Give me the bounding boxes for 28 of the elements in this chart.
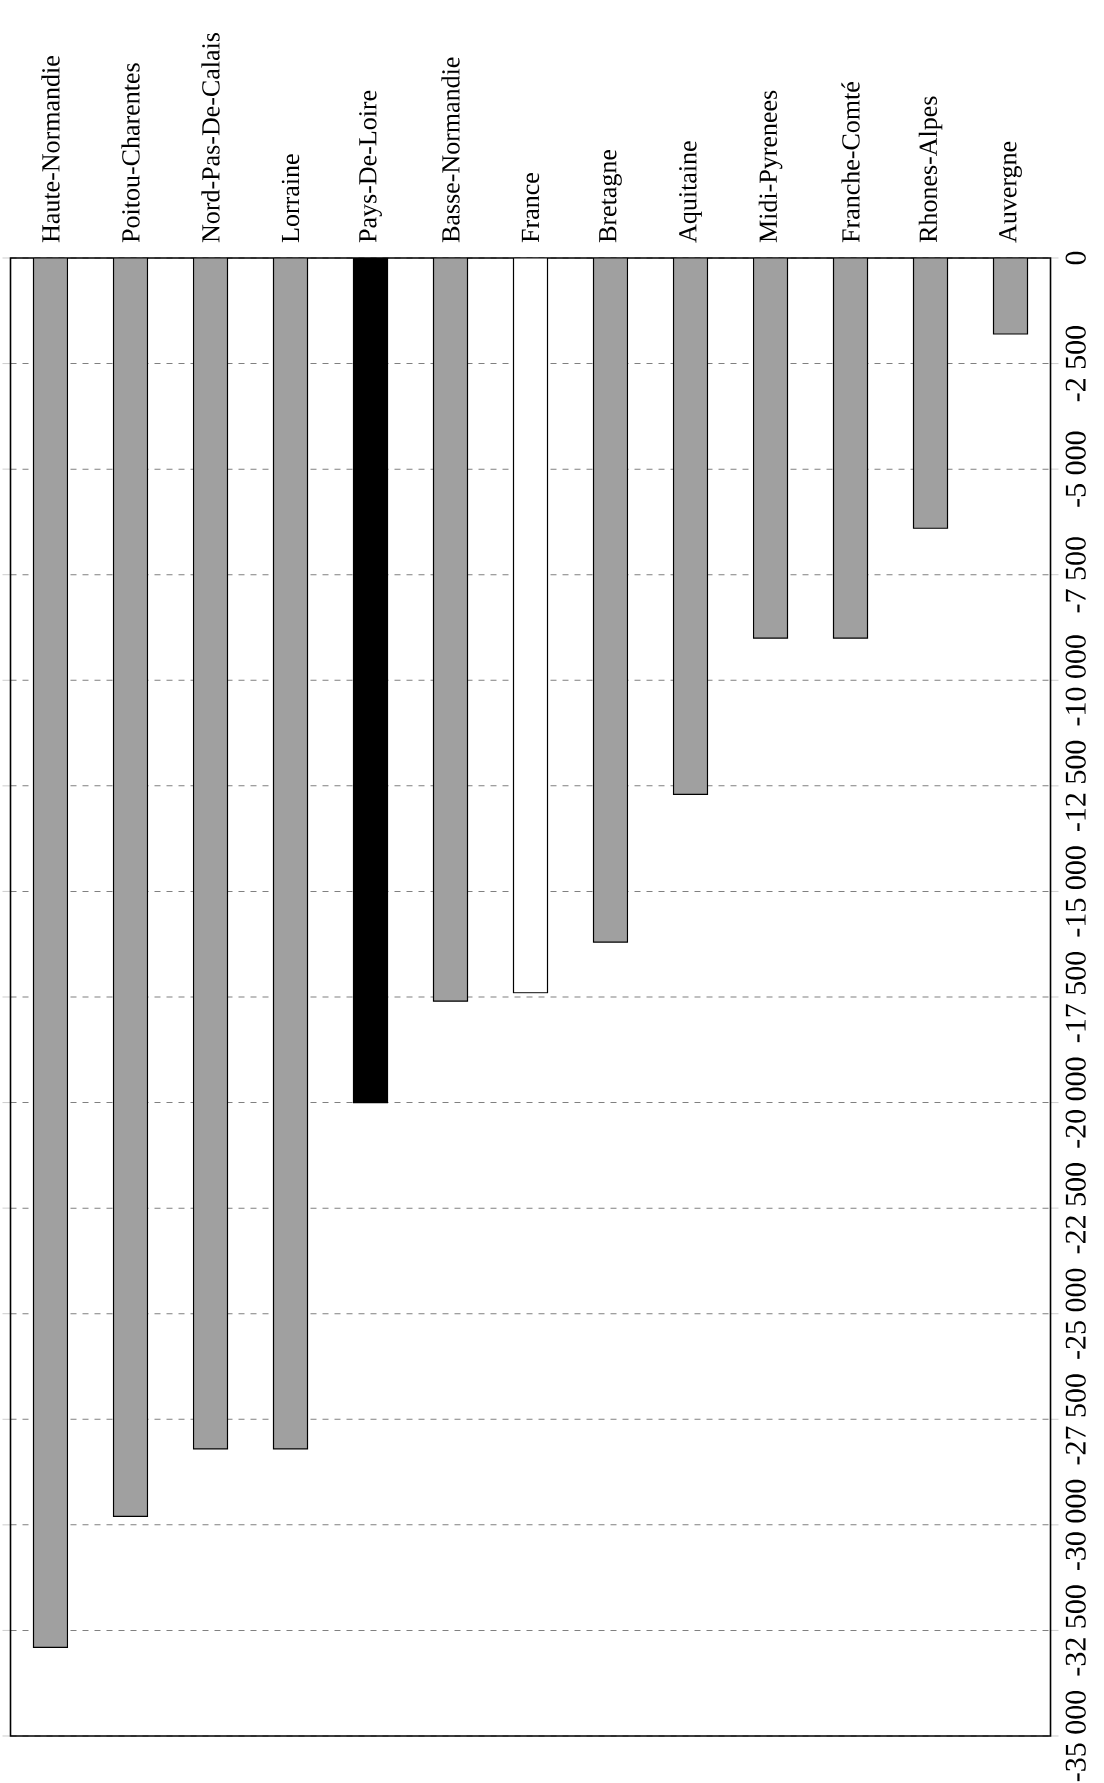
- y-tick-label: -27 500: [1065, 1374, 1086, 1465]
- x-tick-label: Pays-De-Loire: [359, 90, 382, 243]
- x-tick-label: Haute-Normandie: [41, 56, 60, 243]
- y-tick-label: -25 000: [1065, 1268, 1086, 1359]
- x-tick-label: France: [521, 173, 540, 243]
- x-tick-label: Midi-Pyrenees: [758, 90, 783, 243]
- x-tick-label: Poitou-Charentes: [121, 63, 140, 243]
- y-tick-label: -32 500: [1065, 1585, 1086, 1676]
- y-tick-label: -15 000: [1065, 846, 1086, 937]
- x-tick-label: Aquitaine: [679, 141, 702, 243]
- x-tick-label: Lorraine: [281, 154, 300, 243]
- y-tick-label: 0: [1065, 251, 1086, 265]
- x-tick-label: Franche-Comté: [841, 82, 860, 243]
- y-tick-label: -20 000: [1065, 1057, 1086, 1148]
- x-tick-label: Rhones-Alpes: [918, 96, 943, 243]
- y-tick-label: -7 500: [1065, 537, 1086, 613]
- y-tick-label: -30 000: [1065, 1479, 1086, 1570]
- x-tick-label: Auvergne: [999, 141, 1022, 243]
- y-tick-label: -22 500: [1065, 1163, 1086, 1254]
- y-tick-label: -2 500: [1065, 325, 1086, 402]
- y-tick-label: -5 000: [1065, 431, 1086, 507]
- y-tick-label: -17 500: [1065, 951, 1086, 1043]
- y-tick-label: -12 500: [1065, 740, 1086, 831]
- y-tick-label: -10 000: [1065, 635, 1086, 726]
- x-tick-label: Basse-Normandie: [441, 57, 460, 243]
- x-tick-label: Nord-Pas-De-Calais: [201, 33, 220, 243]
- y-tick-label: -35 000: [1065, 1690, 1086, 1782]
- x-tick-label: Bretagne: [599, 149, 622, 243]
